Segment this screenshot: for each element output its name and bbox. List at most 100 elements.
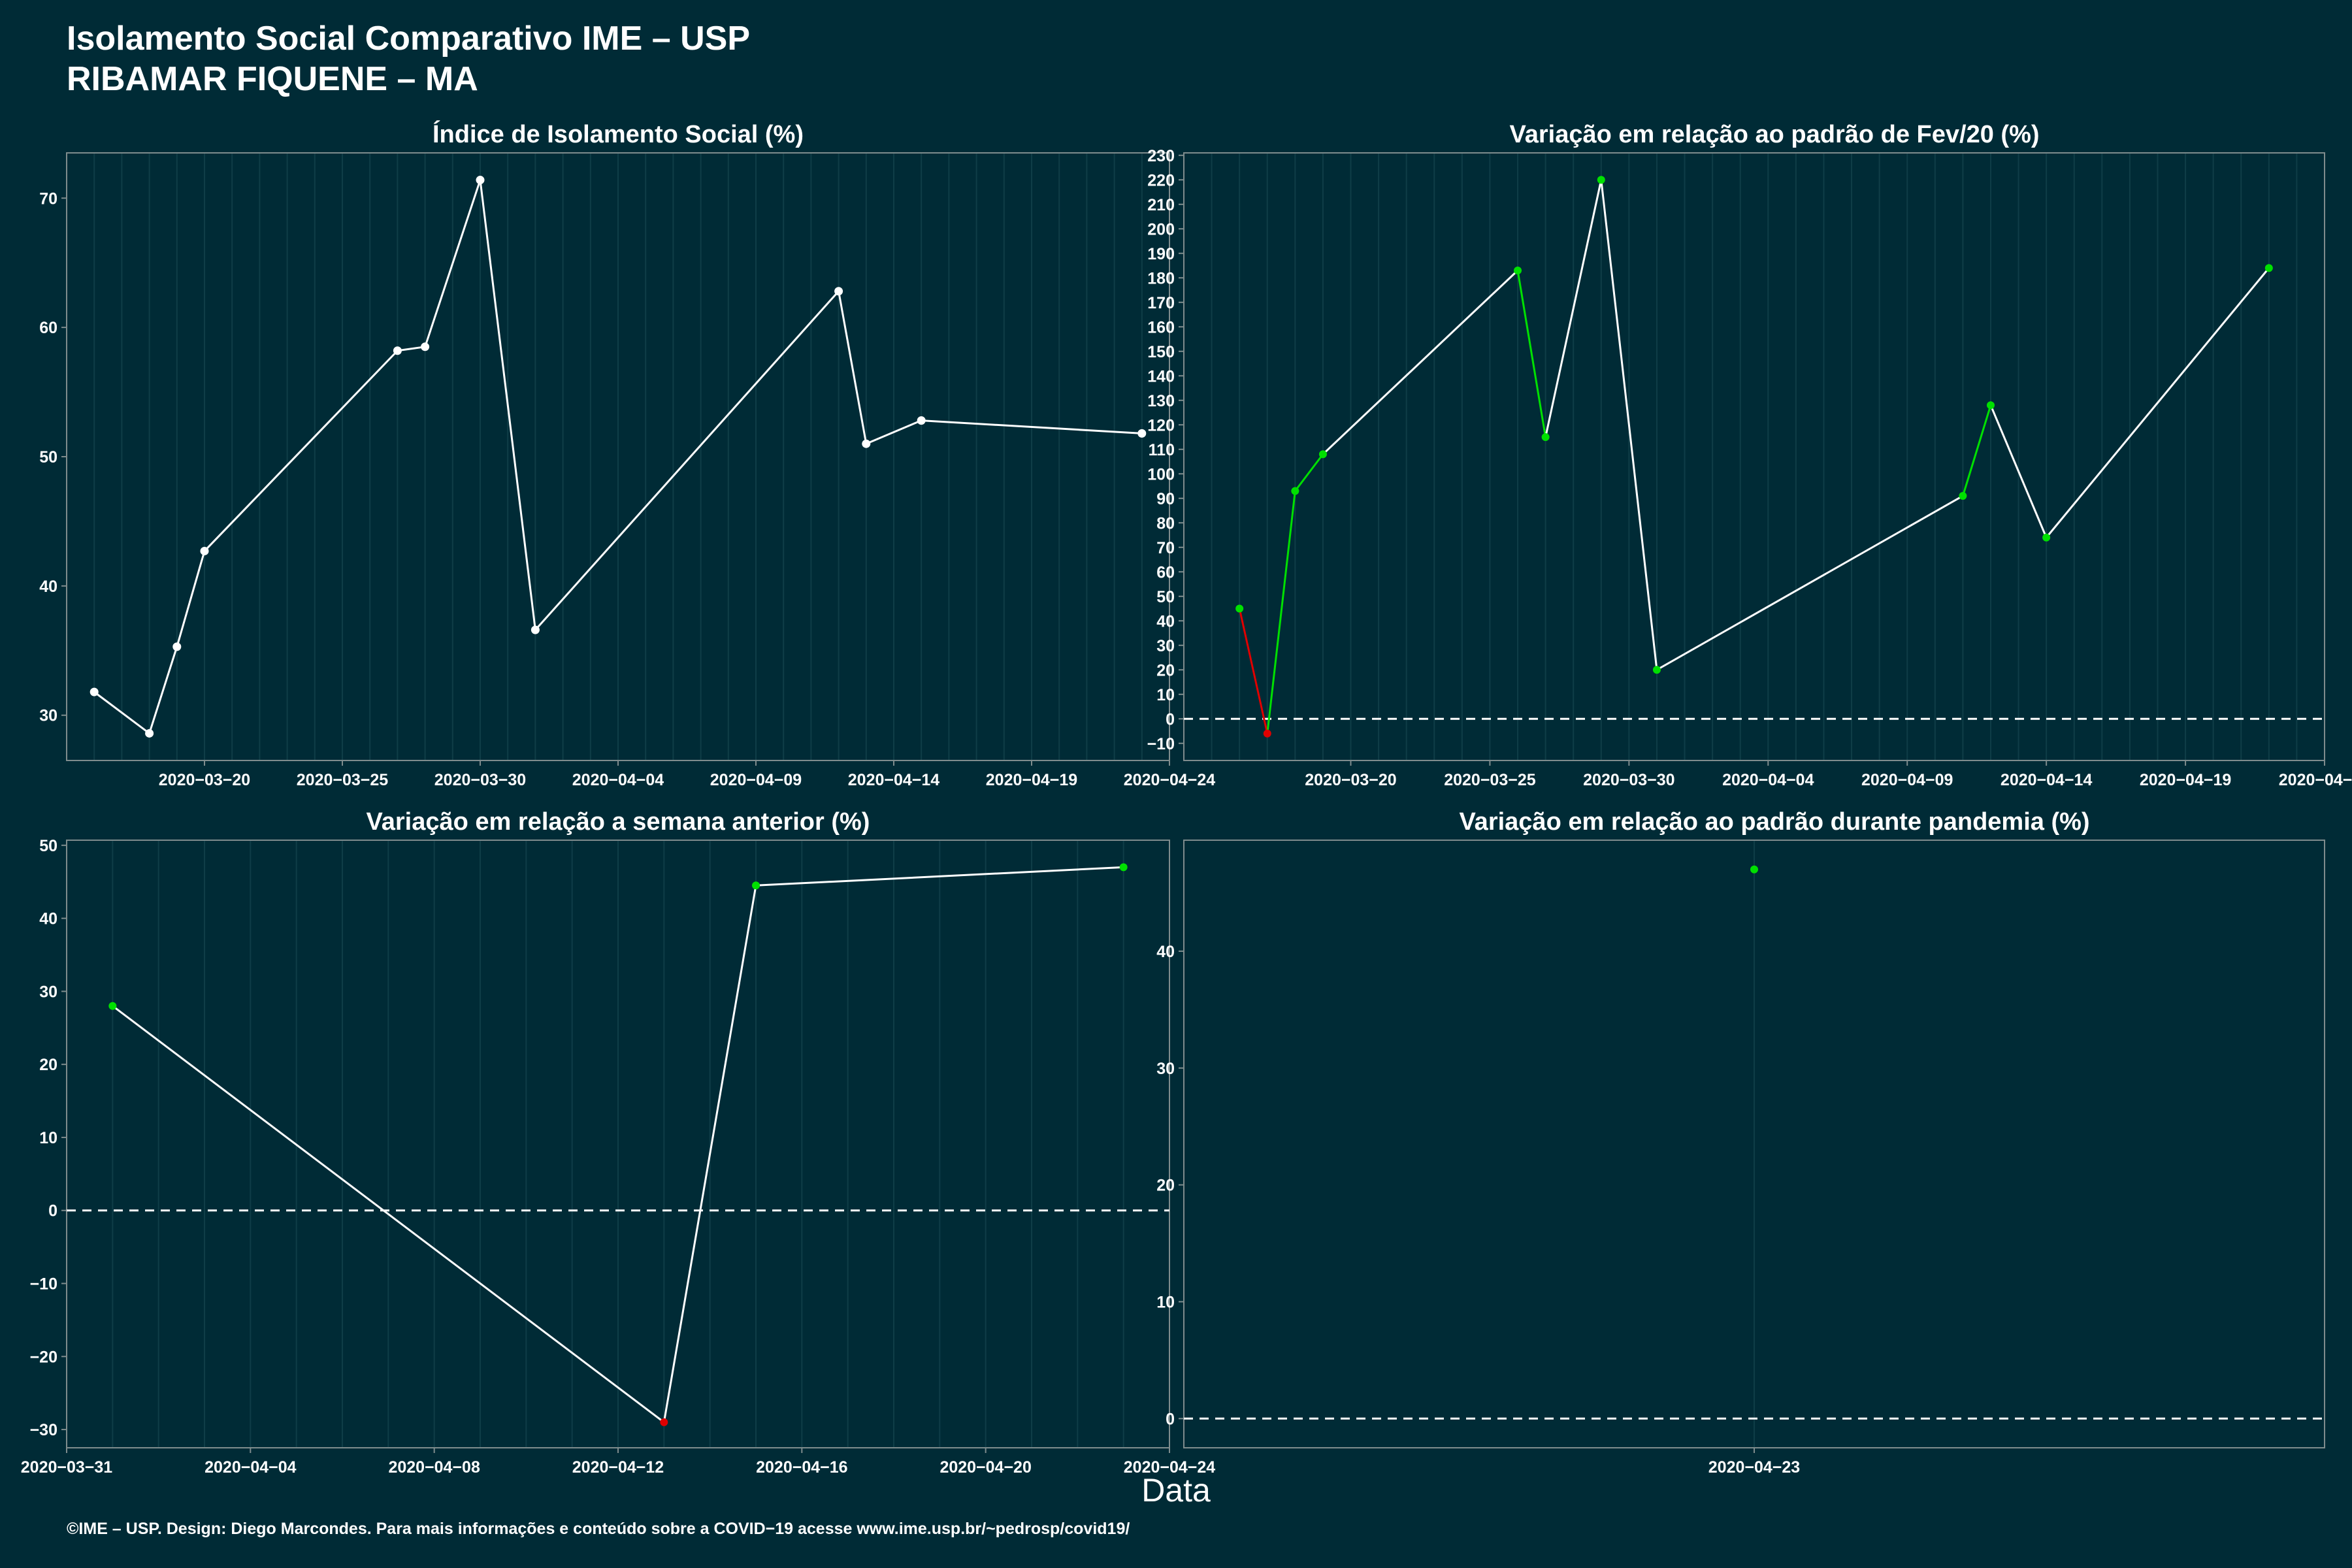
y-tick-label: 10 [1156,1293,1175,1311]
series-line-segment [176,551,206,647]
x-tick-label: 2020−03−20 [1305,771,1396,789]
series-line-segment [112,1005,665,1424]
y-tick-label: 100 [1147,465,1175,483]
y-tick-label: 50 [39,837,57,855]
data-point [1119,863,1128,872]
series-line-segment [534,290,840,631]
x-tick-label: 2020−04−04 [204,1458,297,1477]
data-point [1235,604,1244,613]
series-line-segment [203,350,399,552]
data-point [172,642,182,651]
data-point [108,1002,117,1010]
x-axis-title: Data [1141,1472,1211,1509]
y-tick-label: 180 [1147,269,1175,287]
data-point [393,346,402,355]
x-tick-label: 2020−04−20 [939,1458,1031,1477]
x-tick-label: 2020−04−04 [572,771,664,789]
x-tick-label: 2020−04−24 [1124,1458,1216,1477]
series-line-segment [93,691,150,734]
y-tick-label: 130 [1147,392,1175,410]
series-line-segment [921,419,1142,434]
y-tick-label: 50 [1156,588,1175,606]
series-line-segment [755,866,1124,887]
x-tick-label: 2020−03−31 [21,1458,113,1477]
y-tick-label: 10 [1156,686,1175,704]
data-point [1750,865,1758,874]
x-tick-label: 2020−04−19 [986,771,1077,789]
y-tick-label: 40 [1156,612,1175,630]
y-tick-label: 30 [39,983,57,1001]
x-tick-label: 2020−04−14 [2001,771,2093,789]
series-line-segment [1238,608,1269,734]
y-tick-label: 60 [39,319,57,337]
y-tick-label: 230 [1147,147,1175,165]
data-point [660,1418,668,1426]
x-tick-label: 2020−04−19 [2140,771,2231,789]
series-line-segment [866,419,922,445]
y-tick-label: 120 [1147,416,1175,434]
data-point [1541,433,1550,441]
x-tick-label: 2020−04−09 [1861,771,1953,789]
series-line-segment [838,291,868,444]
y-tick-label: 30 [39,707,57,725]
series-line-segment [1989,404,2048,538]
series-line-segment [1294,453,1324,492]
y-tick-label: 170 [1147,294,1175,312]
y-tick-label: 0 [1166,710,1175,728]
series-line-segment [2045,267,2270,538]
y-tick-label: 90 [1156,490,1175,508]
x-tick-label: 2020−03−25 [297,771,389,789]
x-tick-label: 2020−04−09 [710,771,802,789]
y-tick-label: 190 [1147,245,1175,263]
y-tick-label: 30 [1156,637,1175,655]
series-line-segment [1516,270,1547,438]
data-point [917,416,926,425]
y-tick-label: 20 [1156,661,1175,679]
y-tick-label: 70 [1156,539,1175,557]
y-tick-label: −30 [30,1421,57,1439]
data-point [1597,176,1605,184]
y-tick-label: 110 [1149,441,1175,459]
x-tick-label: 2020−03−30 [1583,771,1674,789]
y-tick-label: −10 [1147,735,1175,753]
data-point [862,439,871,448]
footer-credit: ©IME – USP. Design: Diego Marcondes. Par… [67,1520,1130,1538]
y-tick-label: 50 [39,448,57,466]
x-tick-label: 2020−03−25 [1444,771,1536,789]
data-point [200,546,209,555]
data-point [1986,401,1995,410]
x-tick-label: 2020−04−23 [1708,1458,1800,1477]
panel-title: Índice de Isolamento Social (%) [433,120,804,148]
series-line-segment [424,180,482,348]
x-tick-label: 2020−04−16 [756,1458,847,1477]
series-line-segment [1544,179,1603,438]
panel-title: Variação em relação ao padrão durante pa… [1459,808,2089,836]
series-line-segment [1322,269,1519,455]
y-tick-label: 40 [1156,943,1175,961]
x-tick-label: 2020−04−24 [2279,771,2352,789]
panel-title: Variação em relação ao padrão de Fev/20 … [1509,121,2039,148]
data-point [531,625,540,634]
y-tick-label: 40 [39,910,57,928]
y-tick-label: 10 [39,1129,57,1147]
y-tick-label: 40 [39,578,57,596]
data-point [1291,487,1299,495]
series-line-segment [1266,491,1296,734]
series-line-segment [148,646,178,734]
data-point [90,687,99,696]
chart-title-line2: RIBAMAR FIQUENE – MA [67,60,478,98]
data-point [1263,729,1271,738]
y-tick-label: −10 [30,1275,57,1293]
series-line-segment [1961,404,1992,497]
x-tick-label: 2020−03−30 [434,771,526,789]
series-line-segment [662,885,757,1423]
x-tick-label: 2020−03−20 [159,771,250,789]
y-tick-label: 220 [1147,171,1175,189]
y-tick-label: 210 [1147,196,1175,214]
y-tick-label: 160 [1147,318,1175,336]
panel-border [1183,152,2325,761]
data-point [1318,450,1327,459]
y-tick-label: 0 [1166,1410,1175,1428]
y-tick-label: 60 [1156,563,1175,581]
